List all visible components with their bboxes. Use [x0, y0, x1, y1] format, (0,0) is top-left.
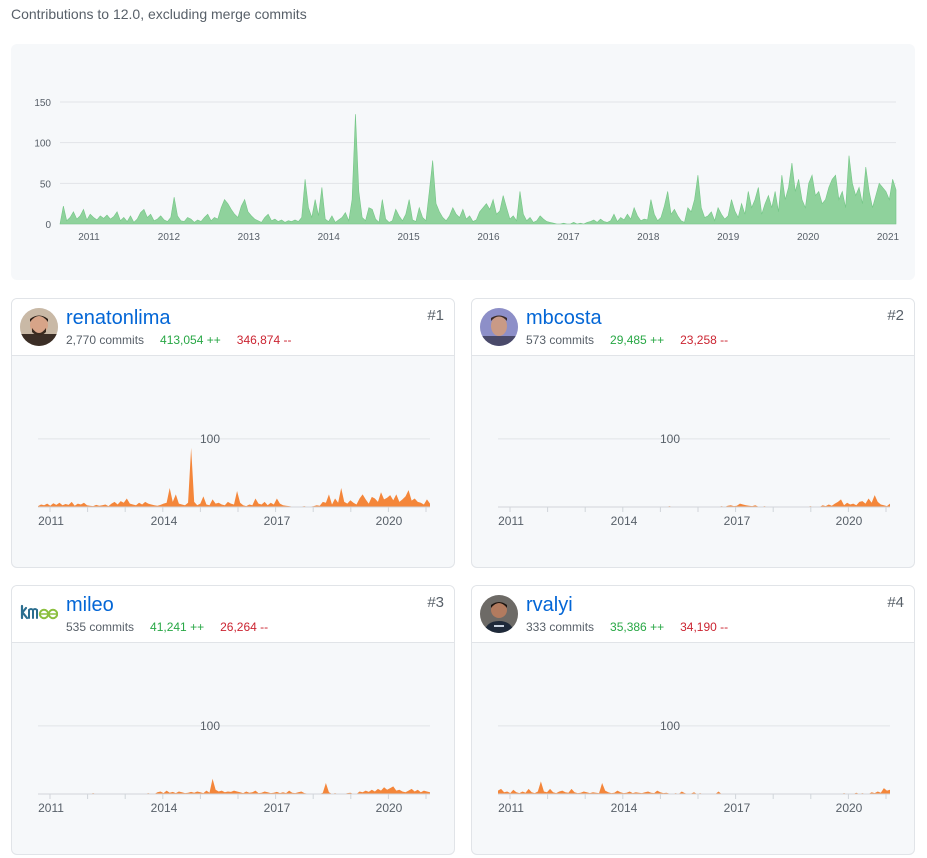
commit-count[interactable]: 2,770 commits	[66, 333, 145, 347]
contributor-area	[498, 495, 890, 507]
x-tick-label: 2020	[376, 801, 403, 815]
contributor-card-header: rvalyi 333 commits 35,386 ++ 34,190 -- #4	[472, 586, 914, 643]
contributor-stats: 535 commits 41,241 ++ 26,264 --	[66, 620, 268, 634]
contributor-card-2: mbcosta 573 commits 29,485 ++ 23,258 -- #2…	[471, 298, 915, 568]
y-tick-label: 0	[45, 220, 51, 231]
contributor-card-header: mbcosta 573 commits 29,485 ++ 23,258 -- #2	[472, 299, 914, 356]
x-tick-label: 2015	[397, 232, 420, 243]
x-tick-label: 2013	[238, 232, 261, 243]
y-tick-label: 100	[200, 719, 220, 733]
avatar[interactable]	[20, 308, 58, 346]
commit-count[interactable]: 573 commits	[526, 333, 595, 347]
x-tick-label: 2011	[498, 514, 524, 528]
x-tick-label: 2017	[557, 232, 580, 243]
x-tick-label: 2014	[318, 232, 341, 243]
contributor-rank: #2	[887, 307, 904, 324]
x-tick-label: 2020	[376, 514, 403, 528]
contributor-stats: 573 commits 29,485 ++ 23,258 --	[526, 333, 728, 347]
avatar[interactable]	[20, 595, 58, 633]
y-tick-label: 100	[200, 432, 220, 446]
x-tick-label: 2017	[264, 514, 291, 528]
x-tick-label: 2020	[836, 514, 863, 528]
deletions-count: 34,190 --	[680, 620, 729, 634]
deletions-count: 26,264 --	[220, 620, 269, 634]
contributor-rank: #1	[427, 307, 444, 324]
person-photo-icon	[20, 308, 58, 346]
contributor-chart-svg: 100 2011 2014 2017 2020	[38, 432, 430, 528]
commit-count[interactable]: 333 commits	[526, 620, 595, 634]
contributor-card-header: mileo 535 commits 41,241 ++ 26,264 -- #3	[12, 586, 454, 643]
additions-count: 29,485 ++	[610, 333, 665, 347]
contributor-stats: 333 commits 35,386 ++ 34,190 --	[526, 620, 728, 634]
x-tick-label: 2011	[38, 514, 64, 528]
contributor-stats: 2,770 commits 413,054 ++ 346,874 --	[66, 333, 291, 347]
contributor-rank: #4	[887, 594, 904, 611]
contributor-username-link[interactable]: rvalyi	[526, 594, 573, 616]
contributor-card-3: mileo 535 commits 41,241 ++ 26,264 -- #3 1…	[11, 585, 455, 855]
x-tick-label: 2011	[498, 801, 524, 815]
x-tick-label: 2011	[38, 801, 64, 815]
contributor-chart-svg: 100 2011 2014 2017 2020	[498, 432, 890, 528]
x-tick-label: 2011	[78, 232, 100, 243]
avatar[interactable]	[480, 308, 518, 346]
person-photo-icon	[480, 308, 518, 346]
contributor-username-link[interactable]: mbcosta	[526, 307, 602, 329]
contributions-area	[59, 114, 897, 225]
x-tick-label: 2021	[877, 232, 900, 243]
x-tick-label: 2016	[477, 232, 500, 243]
x-tick-label: 2017	[264, 801, 291, 815]
page-subtitle: Contributions to 12.0, excluding merge c…	[11, 6, 307, 22]
x-tick-label: 2020	[836, 801, 863, 815]
x-tick-label: 2017	[724, 801, 751, 815]
contributor-card-1: renatonlima 2,770 commits 413,054 ++ 346,8…	[11, 298, 455, 568]
main-chart-svg: 150 100 50 0 2011 2012 2013 2014 2015 2016 2017 201…	[34, 98, 900, 243]
y-tick-label: 50	[40, 179, 52, 190]
y-tick-label: 100	[660, 432, 680, 446]
contributor-rank: #3	[427, 594, 444, 611]
avatar[interactable]	[480, 595, 518, 633]
y-tick-label: 100	[34, 139, 51, 150]
contributor-chart-svg: 100 2011 2014 2017 2020	[38, 719, 430, 815]
contributor-area	[498, 781, 890, 794]
x-tick-label: 2012	[158, 232, 181, 243]
main-contributions-graph: 150 100 50 0 2011 2012 2013 2014 2015 2016 2017 201…	[11, 44, 915, 280]
contributor-card-header: renatonlima 2,770 commits 413,054 ++ 346,8…	[12, 299, 454, 356]
contributor-username-link[interactable]: renatonlima	[66, 307, 171, 329]
x-tick-label: 2014	[151, 801, 178, 815]
additions-count: 35,386 ++	[610, 620, 665, 634]
commit-count[interactable]: 535 commits	[66, 620, 135, 634]
x-tick-label: 2019	[717, 232, 740, 243]
x-tick-label: 2020	[797, 232, 820, 243]
kmee-logo-icon	[20, 595, 58, 633]
x-tick-label: 2014	[611, 514, 638, 528]
contributor-chart-svg: 100 2011 2014 2017 2020	[498, 719, 890, 815]
contributor-area	[38, 778, 430, 794]
y-tick-label: 100	[660, 719, 680, 733]
person-photo-icon	[480, 595, 518, 633]
contributor-area	[38, 447, 430, 507]
deletions-count: 23,258 --	[680, 333, 729, 347]
contributor-card-4: rvalyi 333 commits 35,386 ++ 34,190 -- #4 …	[471, 585, 915, 855]
deletions-count: 346,874 --	[236, 333, 292, 347]
y-tick-label: 150	[34, 98, 51, 109]
x-tick-label: 2014	[611, 801, 638, 815]
additions-count: 413,054 ++	[160, 333, 221, 347]
additions-count: 41,241 ++	[150, 620, 205, 634]
contributor-username-link[interactable]: mileo	[66, 594, 114, 616]
x-tick-label: 2018	[637, 232, 660, 243]
x-tick-label: 2017	[724, 514, 751, 528]
x-tick-label: 2014	[151, 514, 178, 528]
